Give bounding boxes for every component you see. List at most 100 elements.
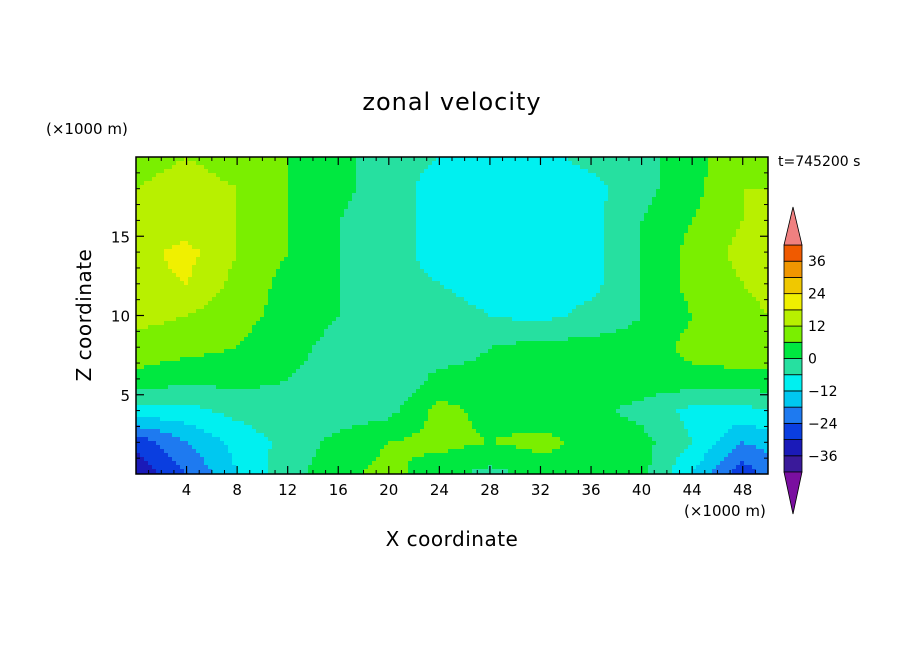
heatmap-cell	[584, 277, 589, 282]
heatmap-cell	[728, 265, 733, 270]
heatmap-cell	[504, 205, 509, 210]
heatmap-cell	[368, 265, 373, 270]
heatmap-cell	[288, 161, 293, 166]
heatmap-cell	[196, 197, 201, 202]
heatmap-cell	[248, 249, 253, 254]
heatmap-cell	[764, 257, 768, 262]
heatmap-cell	[412, 193, 417, 198]
heatmap-cell	[144, 269, 149, 274]
heatmap-cell	[728, 169, 733, 174]
heatmap-cell	[208, 281, 213, 286]
heatmap-cell	[312, 205, 317, 210]
heatmap-cell	[456, 261, 461, 266]
heatmap-cell	[424, 269, 429, 274]
heatmap-cell	[504, 165, 509, 170]
heatmap-cell	[660, 197, 665, 202]
heatmap-cell	[744, 165, 749, 170]
heatmap-cell	[692, 273, 697, 278]
heatmap-cell	[376, 233, 381, 238]
heatmap-cell	[660, 245, 665, 250]
heatmap-cell	[200, 281, 205, 286]
heatmap-cell	[148, 205, 153, 210]
heatmap-cell	[548, 277, 553, 282]
heatmap-cell	[388, 273, 393, 278]
heatmap-cell	[196, 277, 201, 282]
heatmap-cell	[536, 217, 541, 222]
heatmap-cell	[608, 157, 613, 162]
heatmap-cell	[412, 209, 417, 214]
heatmap-cell	[484, 165, 489, 170]
heatmap-cell	[724, 181, 729, 186]
heatmap-cell	[680, 173, 685, 178]
heatmap-cell	[308, 233, 313, 238]
heatmap-cell	[264, 181, 269, 186]
heatmap-cell	[360, 197, 365, 202]
heatmap-cell	[156, 205, 161, 210]
heatmap-cell	[300, 229, 305, 234]
heatmap-cell	[420, 225, 425, 230]
heatmap-cell	[372, 193, 377, 198]
heatmap-cell	[508, 177, 513, 182]
heatmap-cell	[400, 249, 405, 254]
heatmap-cell	[260, 185, 265, 190]
heatmap-cell	[540, 209, 545, 214]
heatmap-cell	[252, 261, 257, 266]
heatmap-cell	[616, 205, 621, 210]
heatmap-cell	[176, 185, 181, 190]
heatmap-cell	[176, 237, 181, 242]
heatmap-cell	[256, 177, 261, 182]
heatmap-cell	[280, 181, 285, 186]
heatmap-cell	[272, 157, 277, 162]
heatmap-cell	[616, 181, 621, 186]
heatmap-cell	[532, 201, 537, 206]
heatmap-cell	[416, 233, 421, 238]
heatmap-cell	[560, 217, 565, 222]
heatmap-cell	[392, 185, 397, 190]
heatmap-cell	[268, 185, 273, 190]
heatmap-cell	[648, 221, 653, 226]
heatmap-cell	[728, 269, 733, 274]
heatmap-cell	[416, 229, 421, 234]
heatmap-cell	[400, 245, 405, 250]
heatmap-cell	[168, 257, 173, 262]
heatmap-cell	[180, 241, 185, 246]
heatmap-cell	[224, 205, 229, 210]
heatmap-cell	[468, 281, 473, 286]
heatmap-cell	[596, 229, 601, 234]
heatmap-cell	[192, 217, 197, 222]
heatmap-cell	[156, 161, 161, 166]
heatmap-cell	[176, 229, 181, 234]
heatmap-cell	[376, 217, 381, 222]
heatmap-cell	[428, 277, 433, 282]
heatmap-cell	[648, 185, 653, 190]
heatmap-cell	[764, 177, 768, 182]
heatmap-cell	[212, 189, 217, 194]
heatmap-cell	[156, 217, 161, 222]
heatmap-cell	[648, 277, 653, 282]
heatmap-cell	[172, 273, 177, 278]
heatmap-cell	[724, 177, 729, 182]
heatmap-cell	[260, 193, 265, 198]
heatmap-cell	[496, 257, 501, 262]
heatmap-cell	[668, 177, 673, 182]
heatmap-cell	[564, 245, 569, 250]
heatmap-cell	[192, 201, 197, 206]
heatmap-cell	[652, 217, 657, 222]
heatmap-cell	[288, 185, 293, 190]
heatmap-cell	[580, 209, 585, 214]
heatmap-cell	[544, 249, 549, 254]
heatmap-cell	[756, 261, 761, 266]
heatmap-cell	[752, 257, 757, 262]
heatmap-cell	[552, 189, 557, 194]
heatmap-cell	[284, 197, 289, 202]
heatmap-cell	[396, 273, 401, 278]
heatmap-cell	[236, 177, 241, 182]
heatmap-cell	[220, 229, 225, 234]
heatmap-cell	[692, 181, 697, 186]
heatmap-cell	[152, 281, 157, 286]
heatmap-cell	[664, 261, 669, 266]
heatmap-cell	[164, 273, 169, 278]
heatmap-cell	[736, 213, 741, 218]
heatmap-cell	[352, 281, 357, 286]
heatmap-cell	[372, 261, 377, 266]
